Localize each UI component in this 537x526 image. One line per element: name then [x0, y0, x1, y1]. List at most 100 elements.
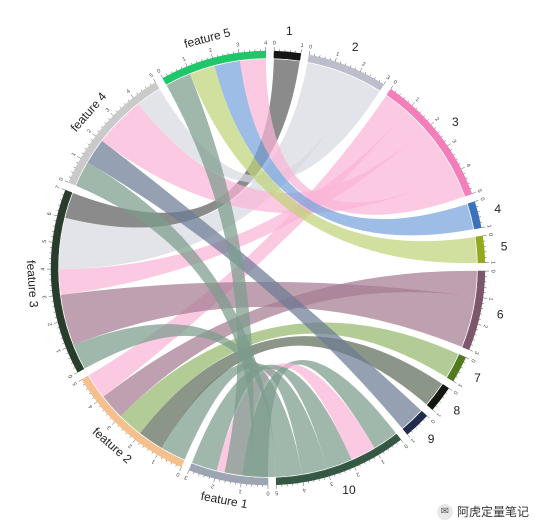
sector-feature-5-tick-9: [206, 57, 208, 60]
sector-2-tick-15: [383, 80, 387, 85]
sector-5: [475, 235, 486, 264]
sector-6-tick-5: [482, 297, 487, 299]
sector-5-tick-label-0: 0: [487, 233, 493, 237]
sector-label-6: 6: [497, 307, 504, 321]
sector-feature-3-tick-0: [74, 372, 78, 375]
sector-feature-4-tick-2: [71, 171, 74, 173]
sector-8-tick-1: [445, 392, 448, 395]
sector-9-tick-3: [415, 427, 417, 429]
chord-link-feature-4-to-10-13: [75, 162, 277, 477]
sector-feature-2: [81, 375, 185, 468]
watermark: ✉ 阿虎定量笔记: [436, 503, 529, 520]
sector-label-feature-3: feature 3: [24, 260, 41, 309]
sector-3-tick-label-3: 3: [450, 139, 457, 145]
sector-feature-4-tick-label-4: 4: [126, 89, 132, 96]
sector-8-tick-3: [439, 401, 441, 403]
sector-feature-5-tick-10: [211, 54, 213, 59]
sector-feature-1-tick-14: [193, 471, 195, 475]
sector-feature-5-tick-15: [238, 48, 240, 53]
sector-3-tick-3: [403, 96, 406, 99]
sector-feature-5-tick-3: [176, 69, 178, 72]
sector-6: [462, 270, 486, 351]
sector-feature-5-tick-7: [196, 60, 198, 63]
sector-1: [273, 50, 302, 61]
sector-6-tick-13: [472, 339, 475, 341]
sector-feature-3-tick-35: [61, 188, 66, 191]
sector-feature-5-tick-label-2: 2: [208, 48, 212, 55]
sector-6-tick-15: [468, 349, 473, 352]
watermark-text: 阿虎定量笔记: [456, 505, 529, 519]
sector-4-tick-2: [477, 211, 480, 213]
sector-label-7: 7: [474, 371, 481, 385]
sector-7-tick-3: [458, 371, 461, 374]
sector-feature-2-tick-24: [82, 383, 85, 386]
sector-feature-4: [68, 82, 160, 186]
sector-10-tick-label-0: 0: [402, 442, 408, 449]
sector-feature-1-tick-label-2: 2: [211, 482, 215, 489]
sector-feature-1-tick-label-0: 0: [266, 490, 269, 496]
sector-10-tick-15: [329, 476, 331, 481]
sector-6-tick-label-0: 0: [490, 270, 496, 273]
sector-feature-2-tick-label-1: 1: [151, 458, 157, 465]
sector-feature-1-tick-11: [208, 476, 210, 479]
sector-3-tick-11: [434, 127, 437, 129]
chord-links: [59, 59, 477, 477]
sector-feature-3-tick-label-2: 2: [47, 322, 54, 326]
sector-feature-2-tick-label-4: 4: [88, 403, 95, 409]
sector-10-tick-9: [359, 464, 361, 467]
sector-feature-5: [162, 50, 267, 85]
sector-3-tick-label-4: 4: [464, 163, 471, 168]
sector-feature-5-tick-6: [191, 62, 193, 65]
sector-3-tick-label-1: 1: [414, 97, 420, 104]
chord-link-feature-5-to-3-20: [239, 59, 465, 215]
sector-2-tick-11: [364, 71, 367, 75]
sector-6-tick-label-1: 1: [487, 297, 493, 301]
sector-1-tick-label-1: 1: [300, 43, 304, 49]
sector-feature-4-tick-3: [73, 166, 76, 169]
sector-6-tick-12: [474, 334, 477, 336]
sector-3-tick-5: [411, 102, 415, 106]
sector-feature-2-tick-19: [98, 405, 101, 408]
sector-feature-2-tick-8: [142, 445, 145, 448]
sector-9-tick-label-1: 1: [409, 437, 415, 444]
sector-feature-4-tick-1: [68, 176, 71, 178]
sector-2-tick-label-0: 0: [308, 44, 312, 50]
sector-label-2: 2: [352, 40, 359, 54]
sector-feature-2-tick-21: [92, 397, 94, 399]
sector-10-tick-1: [396, 442, 398, 445]
sector-3-tick-21: [463, 172, 466, 175]
sector-feature-1-tick-15: [187, 470, 190, 474]
chord-link-feature-2-to-7-5: [120, 322, 459, 434]
sector-7-tick-5: [453, 380, 457, 384]
sector-10-tick-0: [400, 439, 404, 443]
sector-feature-5-tick-label-3: 3: [236, 42, 240, 48]
sector-10-tick-3: [387, 448, 390, 451]
sector-feature-2-tick-4: [160, 457, 163, 460]
sector-feature-3-tick-label-1: 1: [56, 348, 63, 353]
sector-feature-4-tick-10: [92, 133, 96, 137]
sector-feature-4-tick-25: [153, 78, 156, 83]
sector-1-tick-5: [300, 49, 302, 54]
sector-feature-3-tick-34: [61, 194, 64, 196]
sector-3-tick-label-2: 2: [433, 117, 440, 123]
sector-feature-2-tick-7: [146, 448, 149, 451]
sector-label-feature-5: feature 5: [183, 25, 233, 51]
sector-feature-2-tick-1: [175, 464, 177, 467]
chord-link-feature-5-to-5-18: [189, 65, 477, 264]
sector-feature-4-tick-7: [84, 147, 87, 150]
sector-3-tick-25: [471, 192, 476, 194]
sector-feature-4-tick-20: [130, 94, 134, 98]
sector-feature-5-tick-label-1: 1: [182, 56, 187, 63]
sector-label-4: 4: [494, 202, 501, 216]
sector-8-tick-label-0: 0: [452, 389, 459, 395]
sector-feature-2-tick-12: [125, 432, 128, 435]
sector-feature-3-tick-label-4: 4: [40, 268, 46, 271]
sector-10-tick-label-3: 3: [329, 480, 334, 487]
sector-label-8: 8: [453, 403, 460, 417]
sector-3-tick-13: [440, 135, 443, 138]
sector-3-tick-20: [461, 167, 465, 170]
sector-10-tick-2: [391, 445, 394, 448]
sector-feature-2-tick-10: [132, 439, 136, 443]
sector-6-tick-10: [477, 324, 482, 326]
